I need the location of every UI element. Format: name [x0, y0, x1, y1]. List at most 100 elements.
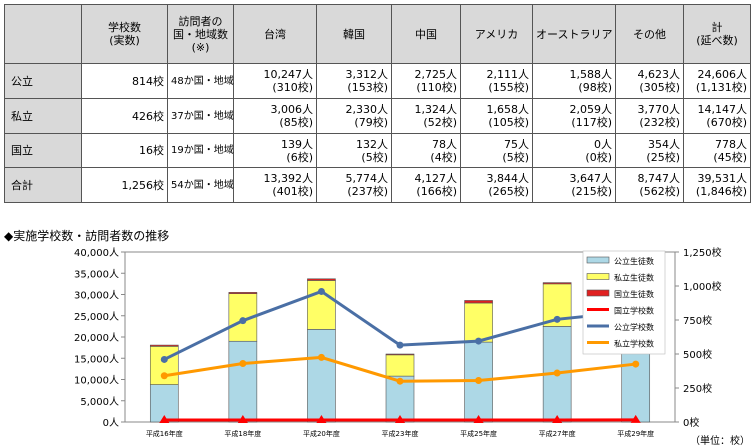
stats-table: 学校数 (実数) 訪問者の 国・地域数 (※) 台湾 韓国 中国 アメリカ オーストラ… [4, 4, 751, 203]
cell-text: 2,059人 [569, 103, 613, 116]
cell-text: 0人 [594, 137, 612, 151]
cell-text: (5校) [361, 150, 388, 164]
bar-segment [149, 344, 179, 347]
right-tick-label: 750校 [683, 314, 712, 327]
cell-text: (6校) [286, 150, 313, 164]
cell-text: 778人 [715, 137, 747, 151]
visitor-cell: 78人 (4校) [391, 133, 461, 168]
legend-swatch [586, 289, 610, 297]
x-tick-label: 平成16年度 [146, 429, 183, 438]
cell-text: 3,770人 [637, 103, 681, 116]
cell-text: 8,747人 [637, 172, 681, 185]
legend-swatch [586, 273, 610, 280]
cell-text: 354人 [648, 137, 680, 151]
series-point [237, 414, 248, 423]
cell-text: (105校) [488, 116, 529, 129]
visitor-cell: 1,324人 (52校) [391, 98, 461, 134]
visitor-cell: 0人 (0校) [532, 133, 616, 168]
cell-text: 1,588人 [569, 68, 613, 81]
header-cell: 台湾 [233, 4, 317, 64]
bar-segment [307, 278, 336, 281]
visitor-cell: 3,312人 (153校) [316, 63, 392, 99]
school-count-cell: 426校 [81, 98, 168, 134]
visitor-cell: 14,147人 (670校) [683, 98, 751, 134]
cell-text: 24,606人 [697, 68, 748, 81]
bar-segment [542, 282, 572, 285]
cell-text: (1,846校) [695, 185, 747, 198]
bar-segment [307, 329, 336, 423]
header-text: 韓国 [343, 27, 365, 41]
bar-segment [228, 340, 258, 423]
series-point [160, 372, 168, 380]
left-tick-label: 20,000人 [74, 332, 119, 344]
cell-text: 3,006人 [270, 103, 314, 116]
series-point [395, 414, 405, 423]
legend-swatch [586, 256, 610, 264]
cell-text: (85校) [279, 116, 313, 129]
visitor-cell: 2,111人 (155校) [460, 63, 533, 99]
bar-segment [464, 302, 493, 343]
header-text: アメリカ [474, 27, 519, 41]
left-tick-label: 10,000人 [74, 375, 119, 387]
cell-text: 2,330人 [345, 103, 389, 116]
row-label: 国立 [4, 133, 82, 168]
series-point [553, 369, 561, 377]
right-tick-label: 1,000校 [683, 280, 722, 293]
series-point [552, 414, 563, 423]
x-tick-label: 平成18年度 [224, 429, 261, 438]
country-count-cell: 54か国・地域 [167, 167, 234, 203]
series-point [630, 414, 641, 423]
left-tick-label: 35,000人 [74, 268, 119, 280]
left-tick-label: 0人 [103, 417, 119, 429]
cell-text: (153校) [347, 81, 388, 94]
x-tick-label: 平成25年度 [460, 429, 497, 438]
visitor-cell: 13,392人 (401校) [233, 167, 317, 203]
series-point [317, 353, 325, 361]
cell-text: (237校) [347, 185, 388, 198]
country-count-cell: 37か国・地域 [167, 98, 234, 134]
series-point [160, 355, 168, 363]
left-tick-label: 25,000人 [74, 311, 119, 323]
header-text: 計 [711, 21, 723, 34]
series-point [632, 360, 640, 368]
legend-label: 国立生徒数 [614, 289, 654, 299]
bar-segment [385, 354, 415, 377]
series-point [475, 337, 483, 345]
visitor-cell: 1,658人 (105校) [460, 98, 533, 134]
cell-text: (305校) [639, 81, 680, 94]
right-tick-label: 0校 [683, 416, 699, 429]
row-label: 合計 [4, 167, 82, 203]
cell-text: 4,127人 [414, 172, 458, 185]
series-point [473, 414, 484, 423]
cell-text: 132人 [356, 137, 388, 151]
series-point [396, 377, 404, 385]
visitor-cell: 1,588人 (98校) [532, 63, 616, 99]
cell-text: 139人 [281, 137, 313, 151]
bar-segment [307, 280, 336, 330]
cell-text: (117校) [571, 116, 612, 129]
cell-text: (52校) [423, 116, 457, 129]
cell-text: 2,725人 [414, 68, 458, 81]
cell-text: 2,111人 [486, 68, 530, 81]
x-tick-label: 平成27年度 [539, 429, 576, 438]
visitor-cell: 75人 (5校) [460, 133, 533, 168]
right-tick-label: 1,250校 [683, 246, 722, 259]
cell-text: (265校) [488, 185, 529, 198]
visitor-cell: 39,531人 (1,846校) [683, 167, 751, 203]
header-text: オーストラリア [536, 27, 613, 41]
left-tick-label: 40,000人 [74, 247, 119, 259]
bar-segment [464, 300, 493, 304]
header-text: その他 [633, 27, 666, 41]
cell-text: 3,312人 [345, 68, 389, 81]
school-count-cell: 16校 [81, 133, 168, 168]
series-point [239, 360, 247, 368]
header-text: (延べ数) [696, 34, 738, 47]
visitor-cell: 3,647人 (215校) [532, 167, 616, 203]
right-tick-label: 500校 [683, 348, 712, 361]
table-row: 国立 16校 19か国・地域 139人 (6校) 132人 (5校) 78人 (4校) 75人 (5… [4, 133, 751, 168]
series-point [396, 341, 404, 349]
cell-text: (1,131校) [695, 81, 747, 94]
visitor-cell: 5,774人 (237校) [316, 167, 392, 203]
header-cell: 計 (延べ数) [683, 4, 751, 64]
